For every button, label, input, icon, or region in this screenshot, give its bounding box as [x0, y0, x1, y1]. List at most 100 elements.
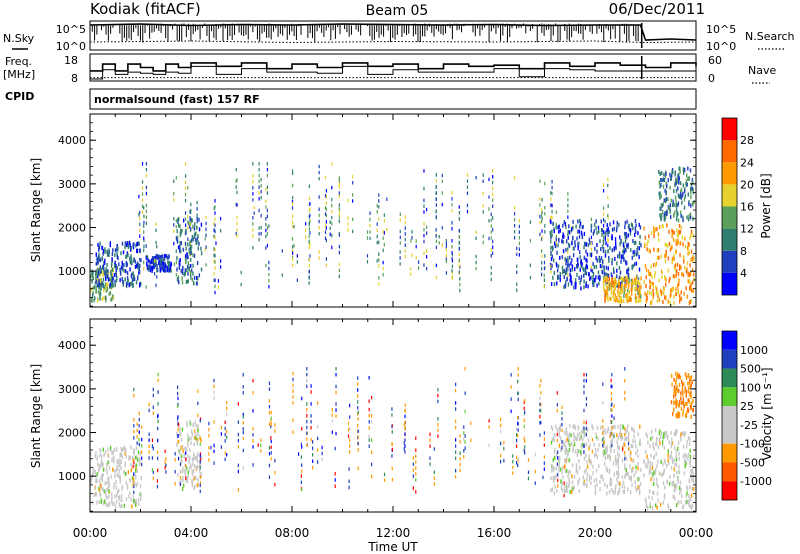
velocity-cell — [110, 474, 112, 479]
velocity-cell — [182, 466, 184, 471]
power-cell — [583, 285, 585, 290]
velocity-cell — [681, 400, 684, 405]
velocity-cell — [671, 460, 674, 465]
power-cell — [106, 282, 109, 287]
velocity-cell — [628, 438, 630, 443]
power-stripe-cell — [410, 239, 412, 243]
power-cell — [589, 252, 592, 257]
power-cell — [111, 252, 114, 257]
power-stripe-cell — [260, 195, 262, 200]
velocity-cell — [682, 504, 685, 509]
velocity-cell — [121, 504, 123, 509]
velocity-stripe-cell — [132, 494, 134, 499]
power-stripe-cell — [352, 199, 354, 203]
power-cell — [604, 275, 606, 280]
power-cell — [658, 278, 660, 283]
velocity-cell — [568, 432, 571, 437]
power-cell — [644, 244, 646, 249]
power-stripe-cell — [458, 264, 460, 268]
velocity-cell — [107, 454, 110, 459]
power-cell — [607, 229, 609, 234]
power-cell — [597, 225, 600, 230]
power-cell — [614, 237, 617, 242]
velocity-cell — [564, 488, 567, 493]
power-stripe-cell — [308, 184, 310, 188]
power-cell — [91, 272, 93, 277]
power-stripe-cell — [490, 271, 492, 276]
power-stripe-cell — [435, 239, 437, 244]
power-cell — [196, 260, 199, 265]
velocity-cell — [603, 444, 605, 449]
power-cell — [666, 223, 668, 228]
power-cell — [593, 282, 595, 287]
velocity-cell — [653, 491, 655, 496]
velocity-cell — [621, 475, 624, 480]
power-stripe-cell — [590, 265, 593, 270]
power-cell — [675, 273, 677, 278]
velocity-cell — [637, 466, 639, 471]
velocity-cell — [688, 441, 691, 446]
power-cell — [581, 233, 583, 238]
velocity-cell — [106, 495, 108, 500]
velocity-colorbar-swatch — [722, 406, 737, 425]
velocity-cell — [674, 462, 676, 467]
velocity-stripe-cell — [208, 427, 210, 432]
power-stripe-cell — [516, 252, 518, 257]
velocity-cell — [658, 437, 661, 442]
velocity-stripe-cell — [464, 391, 466, 395]
power-cell — [568, 243, 571, 248]
power-cell — [668, 241, 671, 246]
velocity-cell — [671, 382, 673, 387]
velocity-stripe-cell — [412, 468, 414, 472]
velocity-cell — [558, 462, 560, 467]
power-cell — [578, 234, 581, 239]
power-stripe-cell — [217, 285, 220, 290]
power-stripe-cell — [488, 219, 490, 223]
power-stripe-cell — [214, 229, 216, 234]
velocity-cell — [571, 474, 573, 479]
power-cell — [127, 252, 129, 257]
power-cell — [110, 263, 113, 268]
velocity-stripe-cell — [268, 410, 271, 415]
velocity-cell — [675, 503, 678, 508]
power-cell — [189, 273, 192, 278]
power-cell — [626, 288, 629, 293]
velocity-cell — [561, 481, 563, 486]
power-cell — [91, 293, 94, 298]
velocity-stripe-cell — [310, 402, 312, 406]
velocity-cell — [677, 446, 679, 451]
velocity-cell — [681, 383, 684, 388]
power-cell — [626, 275, 628, 280]
velocity-cell — [123, 503, 126, 508]
power-stripe-cell — [153, 272, 156, 276]
velocity-cell — [580, 430, 583, 435]
velocity-cell — [135, 455, 137, 460]
power-stripe-cell — [492, 186, 494, 191]
velocity-cell — [99, 449, 102, 454]
velocity-stripe-cell — [556, 408, 558, 413]
power-stripe-cell — [145, 215, 148, 220]
power-stripe-cell — [138, 194, 140, 199]
velocity-cell — [107, 476, 109, 481]
power-stripe-cell — [324, 206, 327, 210]
velocity-stripe-cell — [510, 409, 512, 414]
power-stripe-cell — [252, 162, 254, 166]
power-cell — [92, 286, 94, 291]
power-stripe-cell — [540, 219, 543, 224]
power-stripe-cell — [258, 162, 260, 166]
power-stripe-cell — [324, 175, 327, 180]
velocity-cell — [682, 392, 684, 397]
power-cell — [601, 260, 604, 265]
velocity-cell — [657, 484, 659, 489]
power-cell — [677, 176, 680, 181]
power-cell — [176, 267, 178, 272]
velocity-cell — [112, 450, 114, 455]
velocity-cell — [678, 469, 681, 474]
power-cell — [668, 229, 670, 234]
velocity-cell — [95, 451, 97, 456]
power-cell — [609, 281, 611, 286]
power-colorbar-swatch — [722, 228, 737, 251]
velocity-stripe-cell — [133, 478, 135, 482]
velocity-cell — [685, 389, 688, 394]
power-stripe-cell — [265, 246, 267, 250]
